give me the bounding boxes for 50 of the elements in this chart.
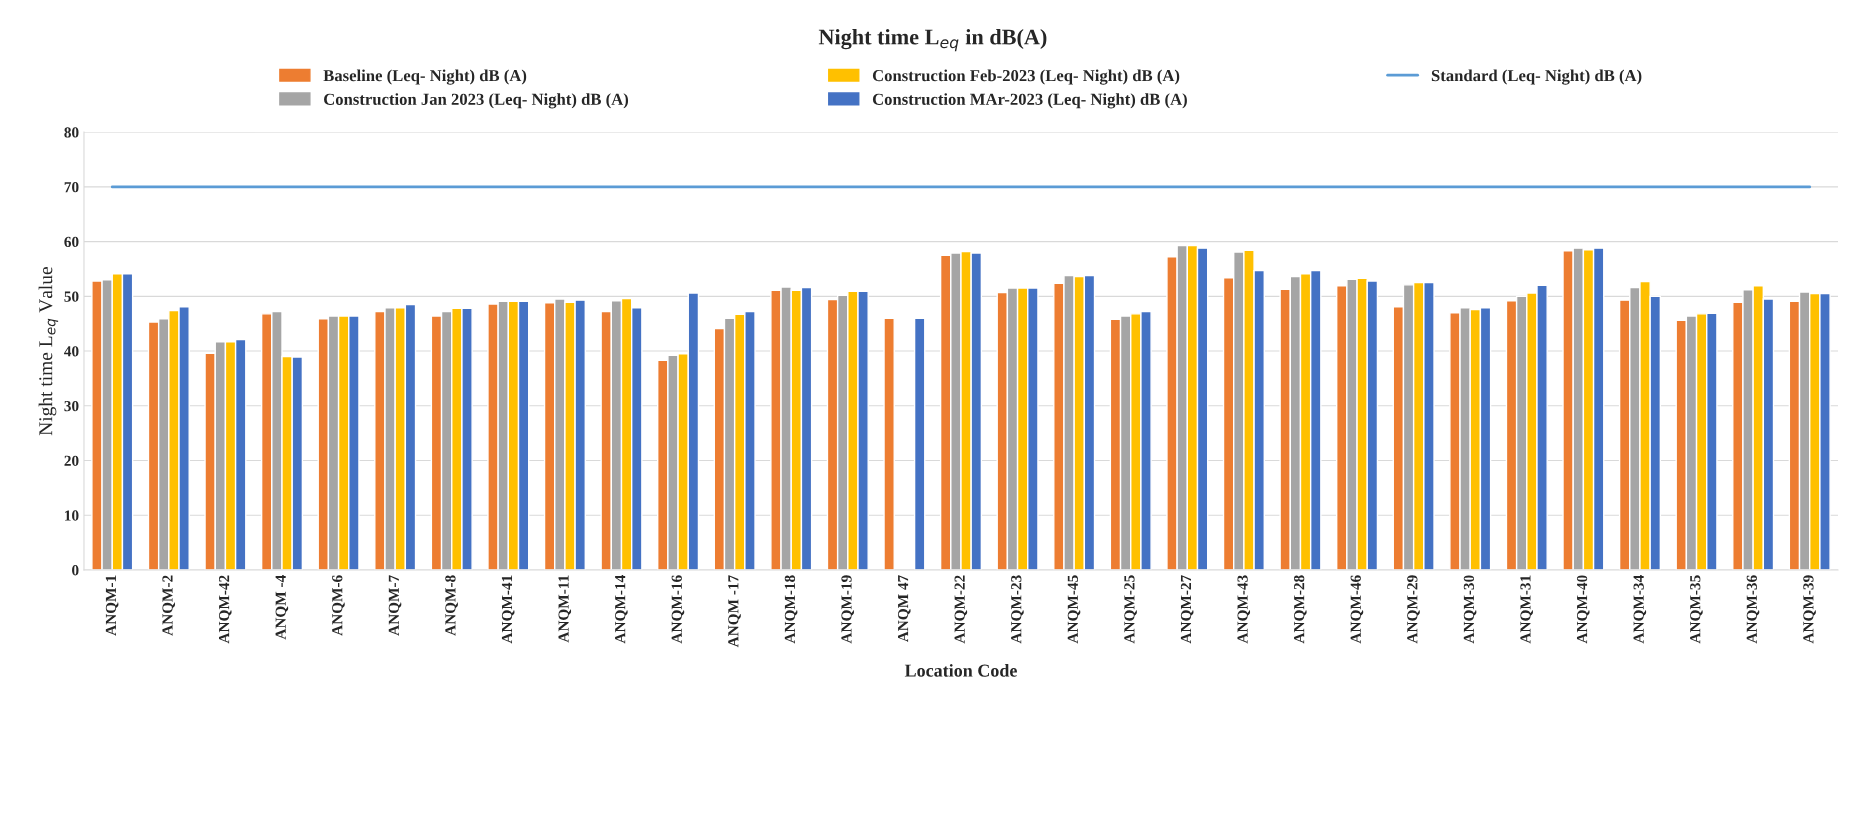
x-tick-label: ANQM-42 bbox=[218, 575, 232, 644]
y-tick-label: 20 bbox=[64, 455, 79, 466]
legend-label: Construction Feb-2023 (Leq- Night) dB (A) bbox=[872, 69, 1180, 85]
legend-label: Construction MAr-2023 (Leq- Night) dB (A) bbox=[872, 93, 1187, 109]
x-tick-label: ANQM 47 bbox=[897, 575, 911, 643]
x-tick-label: ANQM-14 bbox=[615, 575, 628, 644]
y-tick-label: 50 bbox=[64, 291, 79, 302]
x-tick-label: ANQM-34 bbox=[1633, 575, 1647, 644]
y-tick-label: 40 bbox=[64, 346, 79, 357]
x-tick-label: ANQM-2 bbox=[162, 575, 175, 636]
chart-title: Night time L$_{eq}$ in dB(A) bbox=[818, 28, 1047, 52]
bar bbox=[913, 317, 926, 570]
bar bbox=[883, 317, 895, 570]
x-tick-label: ANQM-8 bbox=[445, 575, 458, 636]
x-tick-label: ANQM-23 bbox=[1011, 575, 1024, 644]
x-tick-label: ANQM-35 bbox=[1690, 575, 1703, 644]
x-tick-label: ANQM-36 bbox=[1746, 575, 1760, 644]
x-tick-label: ANQM-39 bbox=[1803, 575, 1816, 644]
x-tick-label: ANQM-45 bbox=[1067, 575, 1081, 644]
x-tick-label: ANQM-43 bbox=[1237, 575, 1251, 644]
x-tick-label: ANQM-6 bbox=[332, 575, 345, 636]
y-axis-title: Night time L$_{eq}$ Value bbox=[38, 267, 59, 436]
y-tick-label: 80 bbox=[64, 127, 79, 138]
y-tick-label: 10 bbox=[65, 510, 79, 521]
x-tick-label: ANQM-16 bbox=[671, 575, 685, 644]
x-tick-label: ANQM-1 bbox=[105, 575, 119, 636]
x-tick-label: ANQM-30 bbox=[1463, 575, 1477, 644]
y-tick-label: 60 bbox=[64, 236, 79, 248]
x-tick-label: ANQM-46 bbox=[1350, 575, 1364, 644]
x-tick-label: ANQM -17 bbox=[728, 575, 741, 648]
x-tick-label: ANQM-31 bbox=[1520, 575, 1533, 644]
x-tick-label: ANQM-7 bbox=[388, 575, 402, 636]
x-tick-label: ANQM-28 bbox=[1294, 575, 1307, 644]
x-tick-label: ANQM-19 bbox=[841, 575, 854, 644]
x-tick-label: ANQM-41 bbox=[501, 575, 515, 644]
x-tick-label: ANQM-11 bbox=[558, 575, 572, 643]
x-tick-label: ANQM-29 bbox=[1407, 575, 1420, 644]
y-tick-label: 0 bbox=[72, 565, 79, 576]
x-tick-label: ANQM -4 bbox=[275, 575, 289, 640]
x-tick-label: ANQM-27 bbox=[1180, 575, 1194, 644]
y-tick-label: 70 bbox=[64, 182, 79, 193]
y-tick-label: 30 bbox=[64, 400, 79, 412]
x-axis-title: Location Code bbox=[904, 664, 1017, 677]
x-tick-label: ANQM-25 bbox=[1124, 575, 1137, 644]
x-tick-label: ANQM-18 bbox=[784, 575, 798, 644]
legend-label: Standard (Leq- Night) dB (A) bbox=[1431, 69, 1642, 85]
x-tick-label: ANQM-22 bbox=[954, 575, 968, 644]
legend-label: Construction Jan 2023 (Leq- Night) dB (A) bbox=[324, 93, 629, 109]
legend-label: Baseline (Leq- Night) dB (A) bbox=[323, 69, 527, 85]
x-tick-label: ANQM-40 bbox=[1576, 575, 1590, 644]
